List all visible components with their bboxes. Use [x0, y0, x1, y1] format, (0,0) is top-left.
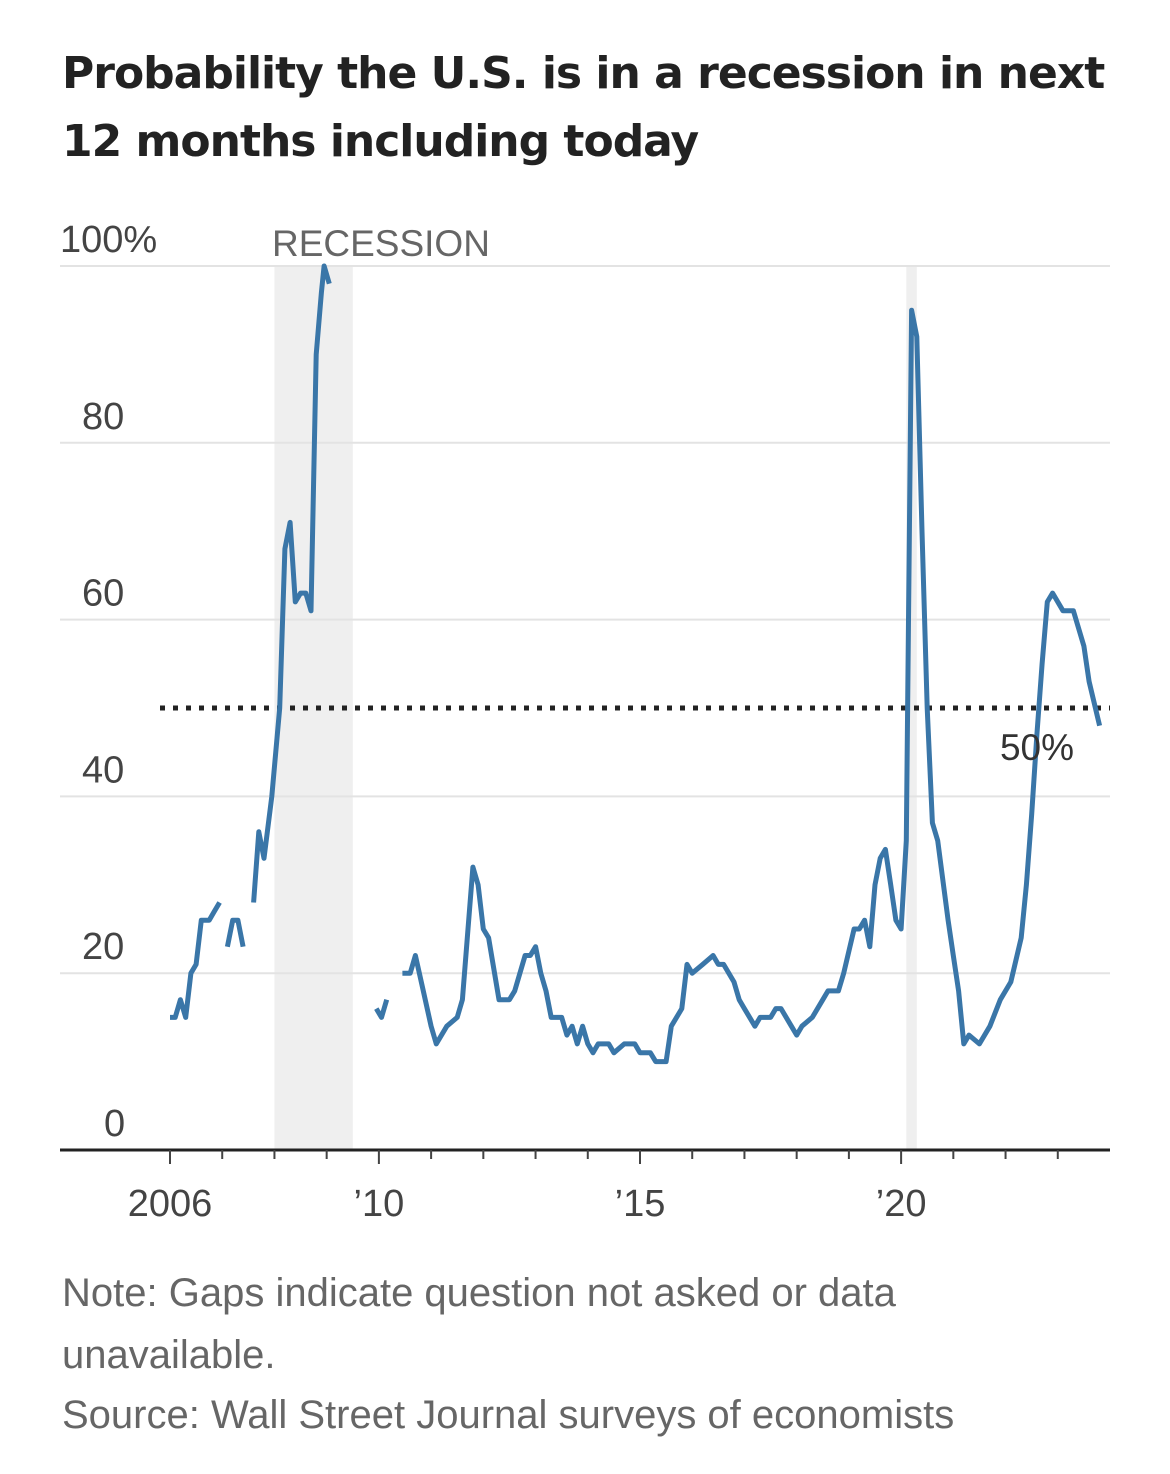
chart-note: Note: Gaps indicate question not asked o… [62, 1271, 896, 1377]
x-tick-label-2006: 2006 [128, 1183, 213, 1225]
recession-band-2 [906, 266, 917, 1150]
y-tick-label-100: 100% [60, 219, 157, 261]
y-gridlines [60, 265, 1110, 975]
recession-probability-chart: RECESSION 50% 2006 ’10 ’15 ’20 100% 80 60 40 20… [60, 219, 1110, 1225]
y-tick-label-80: 80 [82, 396, 124, 438]
x-axis: 2006 ’10 ’15 ’20 [60, 1148, 1110, 1225]
chart-title: Probability the U.S. is in a recession i… [62, 48, 1105, 167]
x-tick-label-2015: ’15 [615, 1183, 666, 1225]
y-axis-tick-labels: 100% 80 60 40 20 0 [60, 219, 157, 1145]
series-line-1-segment-3 [251, 263, 332, 903]
y-tick-label-0: 0 [104, 1103, 125, 1145]
series-line-2-segment-2 [402, 307, 1103, 1065]
chart-source: Source: Wall Street Journal surveys of e… [62, 1393, 955, 1437]
y-tick-label-40: 40 [82, 749, 124, 791]
recession-label: RECESSION [272, 223, 490, 264]
x-tick-label-2010: ’10 [354, 1183, 405, 1225]
y-tick-label-20: 20 [82, 926, 124, 968]
data-series [170, 263, 1103, 1065]
reference-line-label: 50% [1000, 727, 1074, 768]
series-line-2-segment-1 [374, 998, 390, 1020]
series-line-1-segment-2 [224, 917, 246, 948]
y-tick-label-60: 60 [82, 573, 124, 615]
series-line-1-segment-1 [170, 901, 222, 1020]
x-tick-label-2020: ’20 [876, 1183, 927, 1225]
